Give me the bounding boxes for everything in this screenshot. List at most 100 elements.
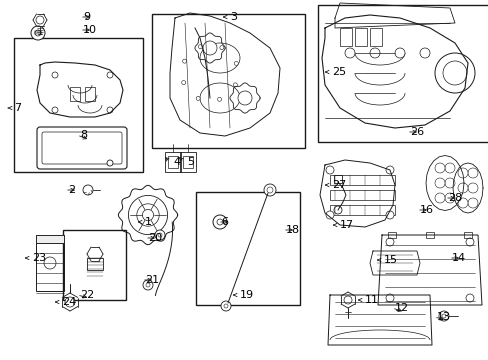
Circle shape [83, 185, 93, 195]
Circle shape [213, 215, 226, 229]
Text: 14: 14 [451, 253, 465, 263]
Text: 18: 18 [285, 225, 300, 235]
Circle shape [35, 30, 41, 36]
Text: 7: 7 [14, 103, 21, 113]
Circle shape [434, 193, 444, 203]
Circle shape [467, 168, 477, 178]
Circle shape [385, 238, 393, 246]
Circle shape [444, 193, 454, 203]
Circle shape [36, 16, 44, 24]
Text: 9: 9 [83, 12, 90, 22]
Circle shape [394, 48, 404, 58]
Circle shape [44, 257, 56, 269]
Text: 19: 19 [240, 290, 254, 300]
Text: 24: 24 [62, 297, 76, 307]
Bar [168, 156, 178, 168]
Text: 5: 5 [186, 157, 194, 167]
Circle shape [465, 294, 473, 302]
Circle shape [142, 280, 153, 290]
Circle shape [325, 211, 333, 219]
Circle shape [224, 304, 227, 308]
Text: 21: 21 [145, 275, 159, 285]
Circle shape [196, 96, 200, 100]
Circle shape [146, 283, 150, 287]
Circle shape [158, 233, 162, 237]
Circle shape [442, 61, 466, 85]
Circle shape [385, 211, 393, 219]
Text: 20: 20 [148, 233, 162, 243]
Circle shape [52, 107, 58, 113]
Circle shape [457, 183, 467, 193]
Circle shape [107, 107, 113, 113]
Bar [387, 232, 395, 238]
Bar [369, 28, 381, 46]
Bar [63, 230, 126, 300]
Text: 13: 13 [436, 312, 450, 322]
Text: 1: 1 [145, 217, 152, 227]
Circle shape [182, 59, 186, 63]
Text: 15: 15 [383, 255, 397, 265]
Bar [183, 156, 193, 168]
Circle shape [444, 178, 454, 188]
Text: 17: 17 [339, 220, 353, 230]
Text: 6: 6 [221, 217, 227, 227]
Text: 16: 16 [419, 205, 433, 215]
Circle shape [385, 166, 393, 174]
Circle shape [107, 160, 113, 166]
Bar [329, 175, 394, 185]
Bar [317, 5, 488, 142]
Circle shape [266, 187, 272, 193]
Text: 2: 2 [68, 185, 75, 195]
Bar [36, 235, 64, 243]
Bar [333, 175, 341, 183]
Circle shape [220, 46, 224, 50]
Bar [70, 87, 80, 101]
Circle shape [31, 26, 45, 40]
Text: 3: 3 [229, 12, 237, 22]
Circle shape [221, 301, 230, 311]
Circle shape [441, 314, 445, 318]
Circle shape [333, 206, 341, 214]
Circle shape [142, 210, 153, 221]
Text: 22: 22 [80, 290, 94, 300]
Circle shape [345, 48, 354, 58]
Bar [85, 87, 95, 101]
Circle shape [325, 166, 333, 174]
Text: 28: 28 [447, 193, 461, 203]
Circle shape [155, 230, 164, 240]
Text: 4: 4 [173, 157, 180, 167]
Bar [180, 152, 196, 172]
Circle shape [465, 238, 473, 246]
Circle shape [65, 297, 75, 307]
Circle shape [137, 204, 159, 226]
Circle shape [217, 219, 223, 225]
Circle shape [385, 294, 393, 302]
Bar [329, 190, 394, 200]
Text: 23: 23 [32, 253, 46, 263]
Bar [14, 38, 142, 172]
Circle shape [467, 183, 477, 193]
Text: 11: 11 [364, 295, 378, 305]
Circle shape [182, 81, 185, 85]
Circle shape [203, 41, 217, 55]
Text: 25: 25 [331, 67, 346, 77]
Bar [463, 232, 471, 238]
Circle shape [434, 178, 444, 188]
Circle shape [52, 72, 58, 78]
Bar [425, 232, 433, 238]
Circle shape [457, 168, 467, 178]
Circle shape [234, 62, 238, 66]
Bar [196, 192, 299, 305]
Bar [87, 258, 103, 270]
Bar [36, 235, 64, 291]
Text: 26: 26 [409, 127, 423, 137]
Circle shape [217, 97, 221, 101]
Circle shape [264, 184, 275, 196]
Circle shape [238, 91, 251, 105]
Bar [164, 152, 181, 172]
Circle shape [419, 48, 429, 58]
Circle shape [369, 48, 379, 58]
Circle shape [438, 311, 448, 321]
Circle shape [457, 198, 467, 208]
Circle shape [467, 198, 477, 208]
